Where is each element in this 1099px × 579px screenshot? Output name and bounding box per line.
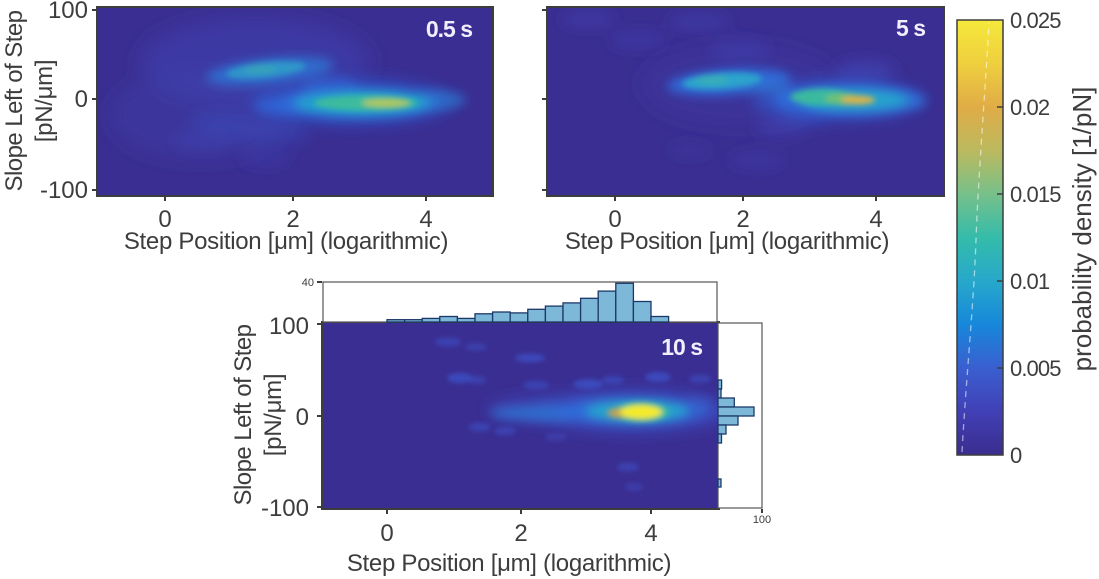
svg-text:0.5 s: 0.5 s xyxy=(426,16,472,42)
svg-text:100: 100 xyxy=(269,313,309,340)
svg-text:10 s: 10 s xyxy=(661,334,702,360)
svg-text:Slope Left of Step: Slope Left of Step xyxy=(1,10,28,191)
svg-text:100: 100 xyxy=(753,514,771,526)
svg-text:2: 2 xyxy=(286,206,299,233)
svg-text:0: 0 xyxy=(608,206,621,233)
svg-text:-100: -100 xyxy=(40,177,88,204)
svg-text:4: 4 xyxy=(644,520,657,547)
svg-text:probability density [1/pN]: probability density [1/pN] xyxy=(1067,87,1097,372)
svg-text:0.025: 0.025 xyxy=(1010,8,1061,33)
svg-text:-100: -100 xyxy=(261,495,309,522)
svg-text:Step Position [μm] (logarithmi: Step Position [μm] (logarithmic) xyxy=(347,550,671,577)
svg-text:[pN/μm]: [pN/μm] xyxy=(260,374,287,456)
svg-text:40: 40 xyxy=(302,277,314,289)
svg-text:100: 100 xyxy=(48,0,88,24)
svg-text:5 s: 5 s xyxy=(896,15,925,41)
svg-text:0.015: 0.015 xyxy=(1010,182,1061,207)
svg-text:0: 0 xyxy=(75,86,88,113)
svg-text:0.02: 0.02 xyxy=(1010,95,1050,120)
svg-text:0.01: 0.01 xyxy=(1010,269,1050,294)
svg-text:4: 4 xyxy=(419,206,432,233)
svg-text:0: 0 xyxy=(380,520,393,547)
svg-text:0: 0 xyxy=(158,206,171,233)
svg-text:0.005: 0.005 xyxy=(1010,356,1061,381)
svg-text:Step Position [μm] (logarithmi: Step Position [μm] (logarithmic) xyxy=(565,228,889,255)
svg-text:4: 4 xyxy=(869,206,882,233)
svg-text:2: 2 xyxy=(736,206,749,233)
svg-text:2: 2 xyxy=(514,520,527,547)
svg-text:[pN/μm]: [pN/μm] xyxy=(31,60,58,142)
svg-text:0: 0 xyxy=(1010,443,1022,468)
svg-text:Slope Left of Step: Slope Left of Step xyxy=(230,324,257,505)
svg-text:0: 0 xyxy=(296,404,309,431)
svg-text:Step Position [μm] (logarithmi: Step Position [μm] (logarithmic) xyxy=(124,228,448,255)
